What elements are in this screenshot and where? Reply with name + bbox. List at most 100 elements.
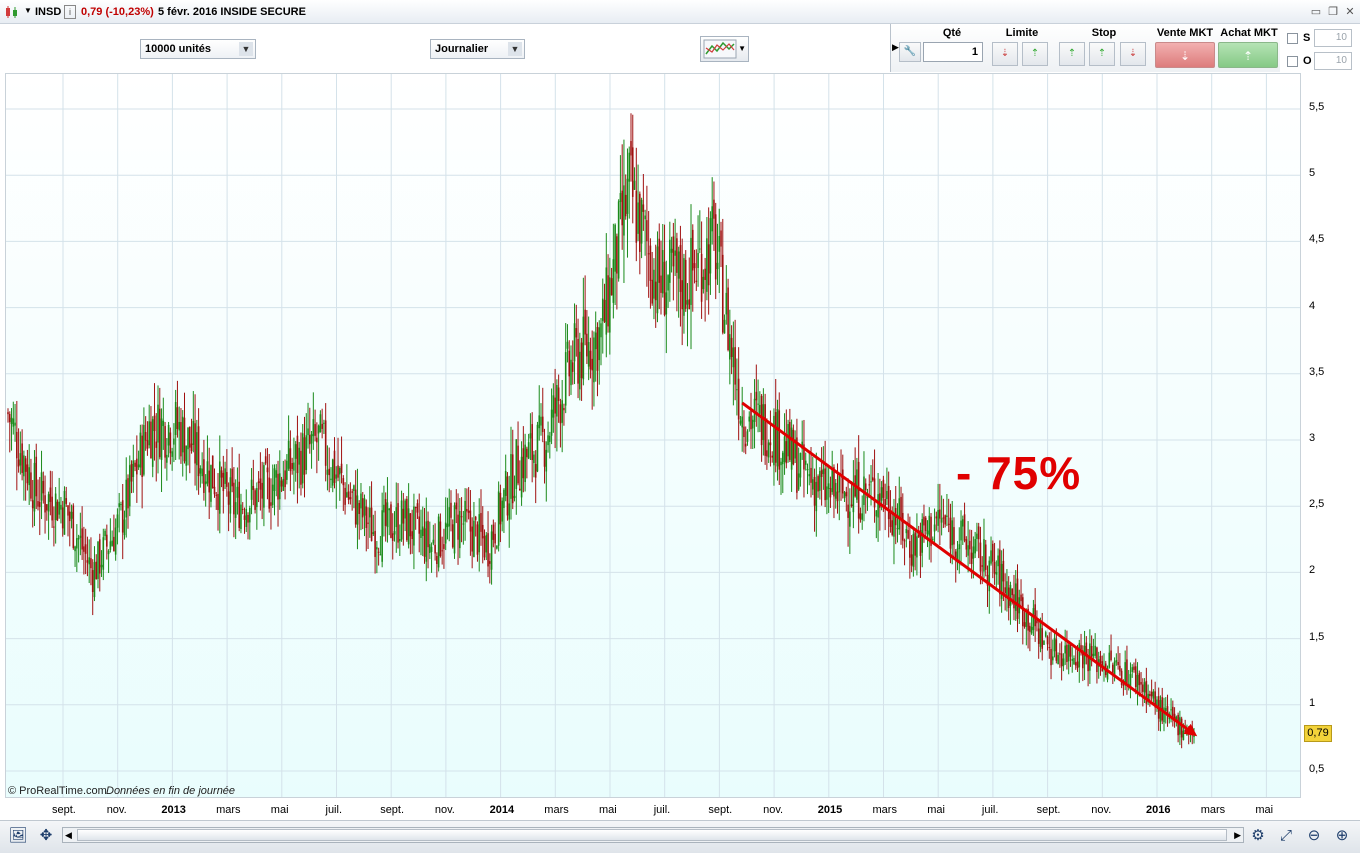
candle-body	[1150, 691, 1153, 697]
candle-body	[153, 415, 156, 432]
quantity-select[interactable]: 10000 unités ▼	[140, 39, 256, 59]
candle-body	[1094, 645, 1096, 656]
chart-scrollbar[interactable]: ◀ ▶	[62, 827, 1244, 843]
candle-body	[361, 498, 364, 518]
limit-sell-button[interactable]: ⇣	[992, 42, 1018, 66]
candle-body	[109, 541, 112, 550]
candle-body	[413, 506, 415, 546]
candle-body	[647, 253, 650, 255]
o-value-input[interactable]: 10	[1314, 52, 1352, 70]
candle-body	[460, 516, 463, 518]
chart-settings-icon[interactable]: ⚙	[1251, 827, 1265, 844]
candle-body	[743, 426, 745, 438]
candle-body	[1022, 597, 1024, 627]
zoom-in-icon[interactable]: ⊕	[1335, 827, 1349, 844]
candle-body	[443, 544, 445, 549]
x-tick-label: 2014	[489, 804, 515, 816]
candle-body	[199, 468, 202, 474]
candle-body	[822, 468, 825, 475]
stop-buy-limit-button[interactable]: ⇡	[1089, 42, 1115, 66]
candle-body	[702, 276, 705, 290]
candle-body	[598, 327, 601, 361]
candle-body	[596, 326, 599, 371]
buy-market-label: Achat MKT	[1220, 27, 1278, 39]
sell-market-button[interactable]: ⇣	[1155, 42, 1215, 68]
period-select[interactable]: Journalier ▼	[430, 39, 525, 59]
stop-buy-button[interactable]: ⇡	[1059, 42, 1085, 66]
candle-body	[616, 236, 618, 274]
restore-icon[interactable]: ❐	[1328, 6, 1338, 18]
candle-body	[617, 201, 620, 279]
candle-body	[457, 514, 459, 540]
symbol-menu-chevron-icon[interactable]: ▼	[24, 6, 32, 15]
o-checkbox[interactable]	[1287, 56, 1298, 67]
candle-body	[531, 424, 533, 461]
candle-body	[880, 487, 883, 501]
qty-input[interactable]: 1	[923, 42, 983, 62]
candle-body	[1126, 659, 1128, 684]
x-tick-label: mai	[927, 804, 945, 816]
scrollbar-thumb[interactable]	[77, 829, 1227, 841]
export-image-icon[interactable]: 🖼	[8, 827, 28, 844]
y-tick-label: 1,5	[1309, 630, 1325, 643]
candle-body	[213, 486, 216, 495]
candle-body	[194, 423, 196, 464]
candle-body	[178, 421, 180, 431]
close-icon[interactable]: ✕	[1345, 6, 1355, 18]
candle-body	[323, 422, 325, 424]
settings-wrench-button[interactable]: 🔧	[899, 42, 921, 62]
candle-body	[709, 218, 712, 274]
s-checkbox[interactable]	[1287, 33, 1298, 44]
scroll-left-icon[interactable]: ◀	[65, 830, 72, 840]
candle-body	[859, 513, 862, 520]
candle-body	[1108, 652, 1111, 668]
candle-body	[559, 404, 562, 424]
candle-body	[637, 202, 639, 234]
candle-body	[930, 516, 932, 546]
candle-body	[40, 472, 43, 501]
candle-body	[1036, 620, 1038, 624]
candle-body	[157, 404, 159, 443]
candle-body	[217, 493, 219, 511]
minimize-icon[interactable]: ▭	[1310, 6, 1322, 18]
candle-body	[97, 541, 99, 579]
candle-body	[508, 503, 511, 520]
candle-body	[1071, 658, 1074, 661]
candle-body	[635, 190, 638, 243]
limit-buy-button[interactable]: ⇡	[1022, 42, 1048, 66]
candle-body	[53, 526, 55, 528]
candle-body	[510, 454, 512, 499]
symbol-label[interactable]: INSD	[35, 6, 62, 18]
scroll-right-icon[interactable]: ▶	[1234, 830, 1241, 840]
candle-body	[1016, 578, 1019, 619]
price-chart[interactable]: - 75% © ProRealTime.com Données en fin d…	[5, 73, 1301, 798]
candle-body	[453, 505, 456, 554]
info-icon[interactable]: i	[64, 5, 76, 19]
candle-body	[485, 534, 488, 553]
candle-body	[762, 404, 765, 440]
candle-body	[1113, 661, 1116, 676]
candle-body	[981, 565, 984, 567]
candle-body	[1145, 680, 1148, 704]
candle-body	[42, 480, 45, 494]
expand-arrow-icon[interactable]: ▶	[892, 42, 899, 52]
candle-body	[700, 253, 703, 302]
candle-body	[1014, 583, 1017, 611]
candle-body	[128, 465, 131, 507]
candle-body	[993, 561, 996, 574]
cursor-tool-icon[interactable]: ✥	[39, 827, 53, 844]
stop-sell-button[interactable]: ⇣	[1120, 42, 1146, 66]
candle-body	[1172, 706, 1174, 718]
zoom-out-icon[interactable]: ⊖	[1307, 827, 1321, 844]
candlestick-chart[interactable]	[6, 74, 1301, 798]
candle-body	[792, 429, 795, 465]
candle-body	[210, 465, 212, 502]
candle-body	[639, 193, 641, 252]
buy-market-button[interactable]: ⇡	[1218, 42, 1278, 68]
candle-body	[376, 547, 378, 550]
zoom-fit-icon[interactable]: ⤢	[1279, 827, 1292, 844]
candle-body	[907, 530, 909, 539]
s-value-input[interactable]: 10	[1314, 29, 1352, 47]
chart-type-button[interactable]: ▼	[700, 36, 749, 62]
candle-body	[181, 416, 184, 453]
